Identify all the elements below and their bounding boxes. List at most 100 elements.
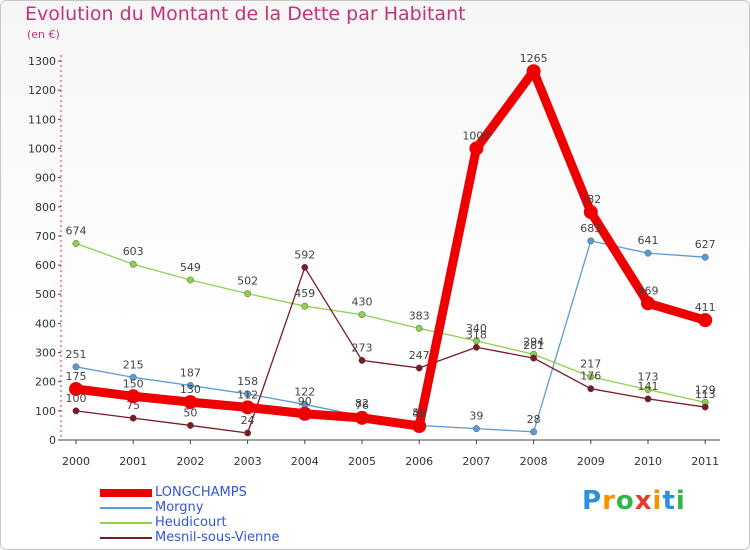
- data-point-mesnil-sous-vienne: [530, 354, 538, 362]
- data-point-mesnil-sous-vienne: [644, 395, 652, 403]
- y-tick-label: 100: [35, 405, 56, 418]
- data-point-mesnil-sous-vienne: [129, 414, 137, 422]
- data-label-morgny: 82: [355, 397, 369, 410]
- data-label-heudicourt: 674: [66, 225, 87, 238]
- data-label-heudicourt: 217: [580, 358, 601, 371]
- x-tick-label: 2006: [405, 455, 433, 468]
- chart-unit-label: (en €): [27, 28, 60, 41]
- data-label-heudicourt: 383: [409, 309, 430, 322]
- data-point-morgny: [129, 373, 137, 381]
- data-label-heudicourt: 459: [294, 287, 315, 300]
- data-label-longchamps: 112: [237, 388, 258, 401]
- data-point-heudicourt: [415, 324, 423, 332]
- y-tick-label: 1300: [28, 55, 56, 68]
- data-label-mesnil-sous-vienne: 273: [352, 341, 373, 354]
- data-label-mesnil-sous-vienne: 176: [580, 370, 601, 383]
- y-tick-label: 600: [35, 259, 56, 272]
- data-label-morgny: 627: [695, 238, 716, 251]
- data-point-longchamps: [297, 406, 312, 421]
- data-label-mesnil-sous-vienne: 50: [183, 406, 197, 419]
- data-point-longchamps: [412, 419, 427, 434]
- data-label-longchamps: 782: [580, 193, 601, 206]
- data-label-longchamps: 150: [123, 377, 144, 390]
- data-label-morgny: 187: [180, 366, 201, 379]
- legend-label-morgny: Morgny: [155, 500, 204, 515]
- data-point-longchamps: [240, 400, 255, 415]
- data-label-mesnil-sous-vienne: 113: [695, 388, 716, 401]
- data-point-heudicourt: [186, 276, 194, 284]
- data-point-longchamps: [126, 389, 141, 404]
- x-tick-label: 2007: [462, 455, 490, 468]
- data-label-heudicourt: 294: [523, 335, 544, 348]
- data-label-heudicourt: 549: [180, 261, 201, 274]
- data-label-morgny: 251: [66, 348, 87, 361]
- data-label-heudicourt: 129: [695, 383, 716, 396]
- data-label-heudicourt: 603: [123, 245, 144, 258]
- x-tick-label: 2009: [577, 455, 605, 468]
- data-label-mesnil-sous-vienne: 318: [466, 328, 487, 341]
- data-label-heudicourt: 430: [352, 296, 373, 309]
- data-point-mesnil-sous-vienne: [701, 403, 709, 411]
- data-point-mesnil-sous-vienne: [358, 356, 366, 364]
- data-label-mesnil-sous-vienne: 592: [294, 248, 315, 261]
- y-tick-label: 900: [35, 172, 56, 185]
- data-point-morgny: [587, 237, 595, 245]
- legend-swatch-morgny: [100, 507, 152, 509]
- y-tick-label: 400: [35, 317, 56, 330]
- data-point-longchamps: [698, 313, 713, 328]
- data-point-mesnil-sous-vienne: [72, 407, 80, 415]
- x-tick-label: 2005: [348, 455, 376, 468]
- data-point-morgny: [72, 363, 80, 371]
- y-tick-label: 200: [35, 376, 56, 389]
- x-tick-label: 2002: [176, 455, 204, 468]
- data-label-mesnil-sous-vienne: 281: [523, 339, 544, 352]
- data-label-mesnil-sous-vienne: 24: [241, 414, 255, 427]
- data-label-heudicourt: 502: [237, 275, 258, 288]
- legend-label-longchamps: LONGCHAMPS: [155, 485, 247, 500]
- proxiti-logo: Proxiti: [582, 486, 686, 516]
- data-label-heudicourt: 173: [638, 371, 659, 384]
- data-label-morgny: 50: [412, 406, 426, 419]
- data-point-morgny: [244, 390, 252, 398]
- x-tick-label: 2001: [119, 455, 147, 468]
- data-label-longchamps: 411: [695, 301, 716, 314]
- series-line-mesnil-sous-vienne: [75, 266, 706, 434]
- data-label-longchamps: 1265: [520, 52, 548, 65]
- data-label-mesnil-sous-vienne: 141: [638, 380, 659, 393]
- data-point-mesnil-sous-vienne: [415, 364, 423, 372]
- x-tick-label: 2010: [634, 455, 662, 468]
- data-label-longchamps: 48: [412, 407, 426, 420]
- series-line-longchamps: [71, 66, 710, 431]
- series-line-heudicourt: [75, 242, 706, 404]
- data-label-morgny: 28: [527, 413, 541, 426]
- data-label-longchamps: 469: [638, 284, 659, 297]
- y-tick-label: 1000: [28, 142, 56, 155]
- legend-swatch-mesnil: [100, 537, 152, 539]
- data-point-morgny: [644, 249, 652, 257]
- data-point-mesnil-sous-vienne: [587, 385, 595, 393]
- y-tick-label: 700: [35, 230, 56, 243]
- x-tick-label: 2004: [291, 455, 319, 468]
- data-point-heudicourt: [129, 260, 137, 268]
- y-tick-label: 1200: [28, 84, 56, 97]
- data-label-heudicourt: 340: [466, 322, 487, 335]
- data-point-mesnil-sous-vienne: [186, 421, 194, 429]
- data-point-heudicourt: [644, 386, 652, 394]
- data-point-heudicourt: [358, 311, 366, 319]
- data-label-morgny: 39: [469, 410, 483, 423]
- data-point-mesnil-sous-vienne: [472, 343, 480, 351]
- data-label-morgny: 641: [638, 234, 659, 247]
- data-point-longchamps: [526, 64, 541, 79]
- y-tick-label: 300: [35, 347, 56, 360]
- legend-swatch-longchamps: [100, 489, 152, 497]
- data-label-mesnil-sous-vienne: 247: [409, 349, 430, 362]
- data-label-longchamps: 130: [180, 383, 201, 396]
- legend-label-heudicourt: Heudicourt: [155, 515, 227, 530]
- data-label-mesnil-sous-vienne: 75: [126, 399, 140, 412]
- x-tick-label: 2000: [62, 455, 90, 468]
- data-label-longchamps: 76: [355, 399, 369, 412]
- data-point-longchamps: [355, 410, 369, 425]
- data-point-longchamps: [469, 141, 484, 156]
- data-point-morgny: [186, 382, 194, 389]
- data-label-mesnil-sous-vienne: 100: [66, 392, 87, 405]
